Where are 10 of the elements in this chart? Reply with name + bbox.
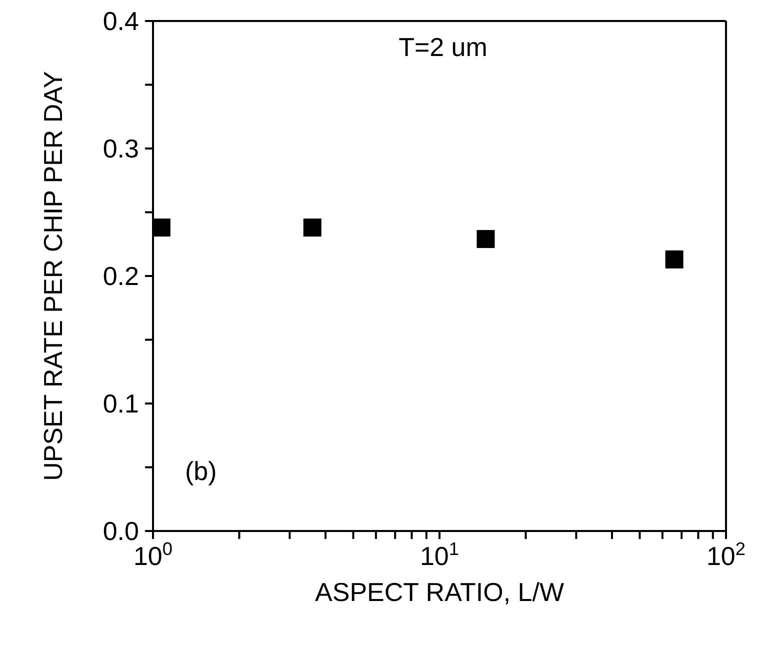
y-axis-title: UPSET RATE PER CHIP PER DAY [38, 71, 68, 481]
y-tick-label: 0.2 [102, 261, 139, 291]
x-tick-label: 10$^{1}$ [420, 539, 460, 571]
y-tick-label: 0.3 [102, 134, 139, 164]
x-axis-title: ASPECT RATIO, L/W [315, 577, 564, 607]
annotation: (b) [185, 456, 217, 487]
y-tick-label: 0.4 [102, 6, 139, 36]
annotation: T=2 um [398, 32, 488, 63]
y-tick-label: 0.1 [102, 388, 139, 418]
x-tick-label: 10$^{2}$ [706, 539, 746, 571]
